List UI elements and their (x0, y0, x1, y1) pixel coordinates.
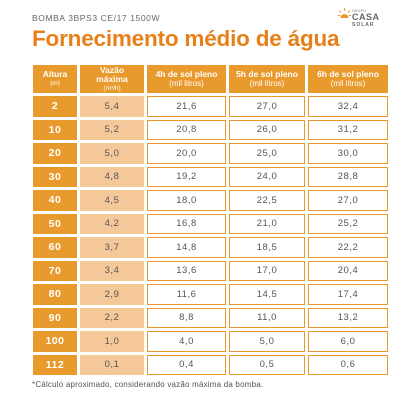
sun4h-cell: 14,8 (147, 237, 226, 258)
header-flow-unit: (m³/h) (103, 84, 121, 92)
footnote: *Cálculo aproximado, considerando vazão … (32, 380, 264, 389)
header-height-unit: (m) (50, 80, 60, 87)
flow-cell: 5,0 (80, 143, 144, 164)
sun4h-cell: 11,6 (147, 284, 226, 305)
sun5h-cell: 0,5 (229, 354, 305, 375)
sun6h-cell: 30,0 (308, 143, 388, 164)
flow-cell: 4,2 (80, 213, 144, 234)
header-height-label: Altura (42, 69, 68, 79)
height-cell: 70 (33, 260, 77, 281)
flow-cell: 1,0 (80, 331, 144, 352)
sun5h-cell: 26,0 (229, 119, 305, 140)
header-4h: 4h de sol pleno (mil litros) (147, 65, 226, 93)
flow-cell: 5,4 (80, 96, 144, 117)
sun4h-cell: 19,2 (147, 166, 226, 187)
sun4h-cell: 20,0 (147, 143, 226, 164)
table-row: 20 5,0 20,0 25,0 30,0 (33, 143, 388, 164)
logo-sub-text: SOLAR (352, 22, 375, 28)
header-6h: 6h de sol pleno (mil litros) (308, 65, 388, 93)
table-row: 40 4,5 18,0 22,5 27,0 (33, 190, 388, 211)
height-cell: 20 (33, 143, 77, 164)
flow-cell: 2,9 (80, 284, 144, 305)
sun4h-cell: 16,8 (147, 213, 226, 234)
sun6h-cell: 22,2 (308, 237, 388, 258)
sun5h-cell: 11,0 (229, 307, 305, 328)
table-row: 10 5,2 20,8 26,0 31,2 (33, 119, 388, 140)
table-row: 90 2,2 8,8 11,0 13,2 (33, 307, 388, 328)
header-6h-label: 6h de sol pleno (317, 69, 379, 79)
header-5h-unit: (mil litros) (249, 79, 285, 88)
flow-cell: 4,5 (80, 190, 144, 211)
sun4h-cell: 0,4 (147, 354, 226, 375)
sun5h-cell: 14,5 (229, 284, 305, 305)
sun6h-cell: 25,2 (308, 213, 388, 234)
height-cell: 100 (33, 331, 77, 352)
sun6h-cell: 17,4 (308, 284, 388, 305)
sun6h-cell: 32,4 (308, 96, 388, 117)
sun5h-cell: 22,5 (229, 190, 305, 211)
flow-cell: 4,8 (80, 166, 144, 187)
flow-cell: 2,2 (80, 307, 144, 328)
sun5h-cell: 25,0 (229, 143, 305, 164)
flow-cell: 5,2 (80, 119, 144, 140)
flow-cell: 0,1 (80, 354, 144, 375)
product-name: BOMBA 3BPS3 CE/17 1500W (32, 13, 161, 23)
height-cell: 112 (33, 354, 77, 375)
height-cell: 30 (33, 166, 77, 187)
height-cell: 80 (33, 284, 77, 305)
header-flow-label: Vazão máxima (96, 64, 128, 84)
table-header-row: Altura (m) Vazão máxima (m³/h) 4h de sol p… (33, 65, 388, 93)
header-height: Altura (m) (33, 65, 77, 93)
sun4h-cell: 8,8 (147, 307, 226, 328)
height-cell: 10 (33, 119, 77, 140)
header-4h-unit: (mil litros) (169, 79, 204, 88)
sun4h-cell: 13,6 (147, 260, 226, 281)
header-4h-label: 4h de sol pleno (155, 69, 218, 79)
sun5h-cell: 27,0 (229, 96, 305, 117)
header-5h-label: 5h de sol pleno (236, 69, 298, 79)
sun6h-cell: 6,0 (308, 331, 388, 352)
header-6h-unit: (mil litros) (330, 79, 366, 88)
logo-brand-text: CASA (352, 12, 380, 22)
table-row: 70 3,4 13,6 17,0 20,4 (33, 260, 388, 281)
page-title: Fornecimento médio de água (32, 26, 340, 51)
header-flow: Vazão máxima (m³/h) (80, 65, 144, 93)
table-row: 100 1,0 4,0 5,0 6,0 (33, 331, 388, 352)
height-cell: 2 (33, 96, 77, 117)
table-row: 50 4,2 16,8 21,0 25,2 (33, 213, 388, 234)
flow-cell: 3,7 (80, 237, 144, 258)
sun5h-cell: 17,0 (229, 260, 305, 281)
table-row: 112 0,1 0,4 0,5 0,6 (33, 354, 388, 375)
sun4h-cell: 18,0 (147, 190, 226, 211)
casa-solar-logo: GRUPO CASA SOLAR (338, 6, 386, 30)
height-cell: 50 (33, 213, 77, 234)
sun6h-cell: 20,4 (308, 260, 388, 281)
sun6h-cell: 31,2 (308, 119, 388, 140)
table-row: 2 5,4 21,6 27,0 32,4 (33, 96, 388, 117)
sun5h-cell: 21,0 (229, 213, 305, 234)
sun5h-cell: 18,5 (229, 237, 305, 258)
height-cell: 40 (33, 190, 77, 211)
table-row: 80 2,9 11,6 14,5 17,4 (33, 284, 388, 305)
sun5h-cell: 24,0 (229, 166, 305, 187)
water-supply-table: Altura (m) Vazão máxima (m³/h) 4h de sol p… (30, 62, 391, 378)
sun4h-cell: 21,6 (147, 96, 226, 117)
sun4h-cell: 20,8 (147, 119, 226, 140)
table-row: 30 4,8 19,2 24,0 28,8 (33, 166, 388, 187)
logo-small-text: GRUPO (352, 9, 367, 13)
height-cell: 90 (33, 307, 77, 328)
sun5h-cell: 5,0 (229, 331, 305, 352)
sun4h-cell: 4,0 (147, 331, 226, 352)
sun6h-cell: 0,6 (308, 354, 388, 375)
sun-icon (338, 8, 351, 18)
sun6h-cell: 28,8 (308, 166, 388, 187)
sun6h-cell: 27,0 (308, 190, 388, 211)
height-cell: 60 (33, 237, 77, 258)
sun6h-cell: 13,2 (308, 307, 388, 328)
header-5h: 5h de sol pleno (mil litros) (229, 65, 305, 93)
table-row: 60 3,7 14,8 18,5 22,2 (33, 237, 388, 258)
flow-cell: 3,4 (80, 260, 144, 281)
